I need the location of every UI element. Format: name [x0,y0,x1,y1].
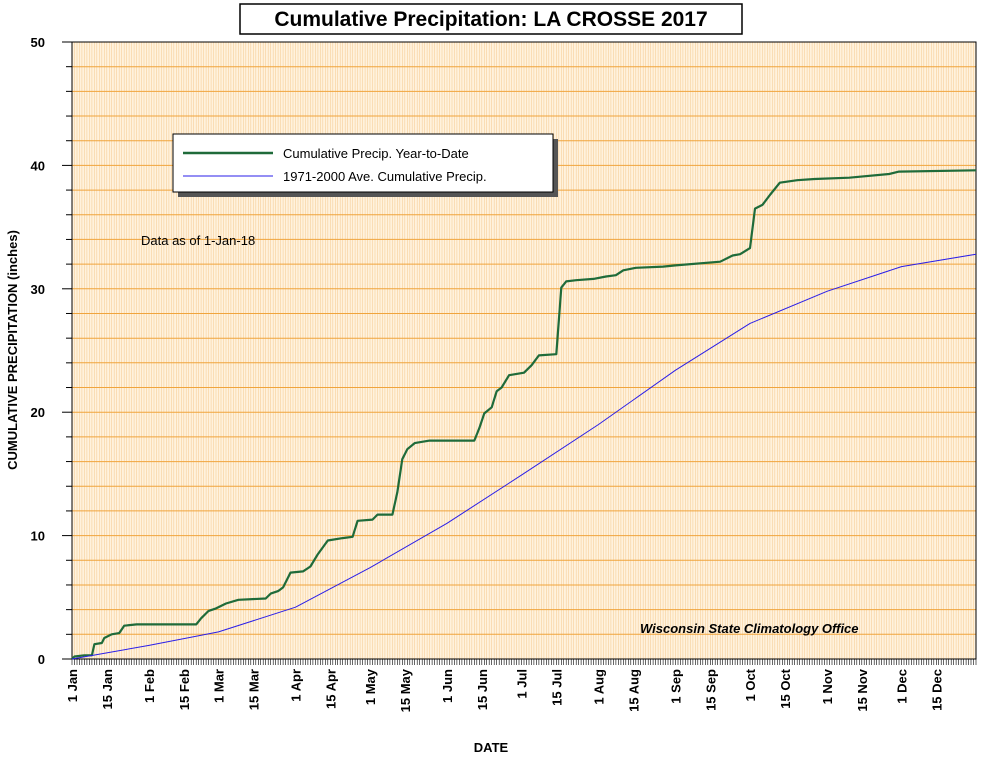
legend-label-normal: 1971-2000 Ave. Cumulative Precip. [283,169,487,184]
x-tick-label: 1 Nov [820,668,835,704]
y-tick-label: 30 [31,282,45,297]
credit-annotation: Wisconsin State Climatology Office [640,621,859,636]
x-tick-label: 1 Apr [289,669,304,702]
y-tick-label: 20 [31,405,45,420]
series-line-ytd [71,169,977,660]
x-tick-label: 1 Jan [65,669,80,702]
data-date-annotation: Data as of 1-Jan-18 [141,233,255,248]
y-tick-label: 50 [31,35,45,50]
y-tick-label: 10 [31,529,45,544]
x-tick-label: 1 May [363,668,378,705]
x-tick-label: 1 Dec [895,669,910,704]
x-tick-label: 1 Jul [515,669,530,699]
x-tick-label: 15 Jan [100,669,115,710]
x-tick-label: 1 Jun [440,669,455,703]
x-tick-label: 15 Apr [323,669,338,709]
series-layer [71,169,977,660]
chart-title-box [239,3,743,35]
x-tick-label: 15 May [398,668,413,712]
x-axis: 1 Jan 15 Jan 1 Feb 15 Feb 1 Mar 15 Mar 1 Apr 15… [65,659,977,712]
x-tick-label: 15 Oct [778,668,793,708]
x-tick-label: 1 Sep [669,669,684,704]
y-tick-label: 0 [38,652,45,667]
legend-box [172,133,554,193]
x-tick-label: 15 Aug [626,669,641,712]
x-tick-label: 1 Feb [142,669,157,703]
x-tick-label: 1 Mar [212,669,227,703]
y-axis: 0 10 20 30 40 50 [31,35,72,667]
x-tick-label: 15 Dec [929,669,944,711]
x-axis-title: DATE [474,740,509,755]
legend: Cumulative Precip. Year-to-Date 1971-200… [172,133,558,197]
y-tick-label: 40 [31,158,45,173]
legend-label-ytd: Cumulative Precip. Year-to-Date [283,146,469,161]
x-tick-label: 1 Aug [592,669,607,705]
x-tick-label: 15 Feb [177,669,192,710]
x-tick-label: 15 Nov [855,668,870,711]
series-line-normal [71,253,977,660]
y-axis-title: CUMULATIVE PRECIPITATION (inches) [5,230,20,470]
x-tick-label: 15 Mar [246,669,261,710]
x-tick-label: 15 Jul [549,669,564,706]
x-tick-label: 1 Oct [743,668,758,701]
x-tick-label: 15 Jun [475,669,490,710]
x-tick-label: 15 Sep [703,669,718,711]
chart-title: Cumulative Precipitation: LA CROSSE 2017 [274,8,707,31]
